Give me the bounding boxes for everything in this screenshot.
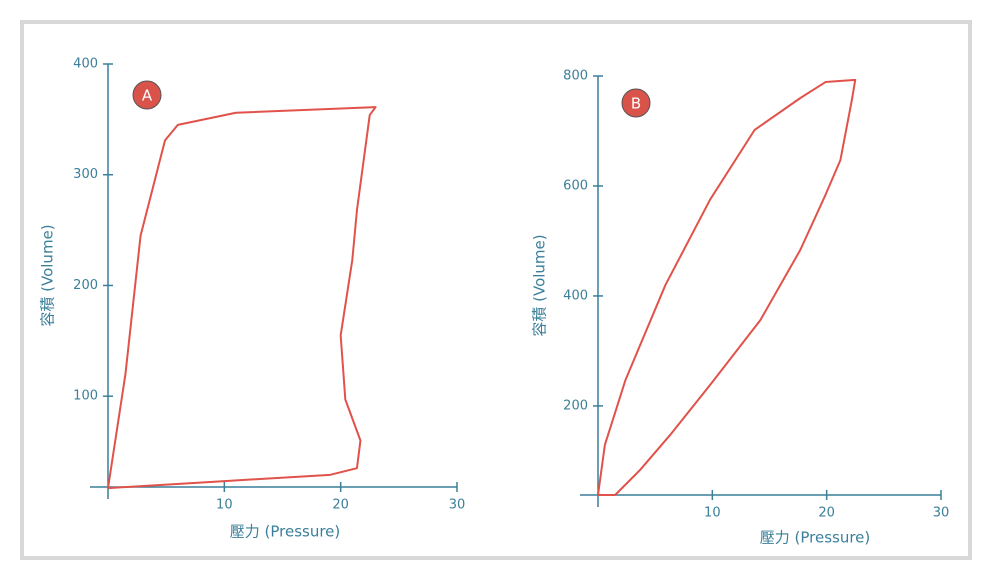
- loop-line: [597, 78, 857, 496]
- y-tick-label: 400: [563, 288, 588, 303]
- x-tick-label: 20: [818, 506, 835, 521]
- y-tick-label: 800: [563, 69, 588, 84]
- y-axis-label: 容積 (Volume): [531, 234, 549, 336]
- y-tick-label: 300: [73, 167, 98, 182]
- x-tick-label: 30: [449, 498, 466, 513]
- x-axis-label: 壓力 (Pressure): [760, 529, 871, 547]
- x-tick-label: 30: [933, 506, 950, 521]
- loop-line: [107, 106, 377, 490]
- x-tick-label: 20: [332, 498, 349, 513]
- x-axis-label: 壓力 (Pressure): [230, 523, 341, 541]
- y-tick-label: 600: [563, 178, 588, 193]
- badge: [132, 80, 162, 110]
- y-axis-label: 容積 (Volume): [39, 224, 57, 326]
- y-tick-label: 200: [73, 278, 98, 293]
- y-tick-label: 400: [73, 57, 98, 72]
- x-tick-label: 10: [216, 498, 233, 513]
- badge-label: A: [142, 87, 153, 105]
- y-tick-label: 100: [73, 389, 98, 404]
- x-tick-label: 10: [704, 506, 721, 521]
- frame: [20, 20, 972, 560]
- badge-label: B: [631, 95, 641, 113]
- badge: [621, 88, 651, 118]
- y-tick-label: 200: [563, 398, 588, 413]
